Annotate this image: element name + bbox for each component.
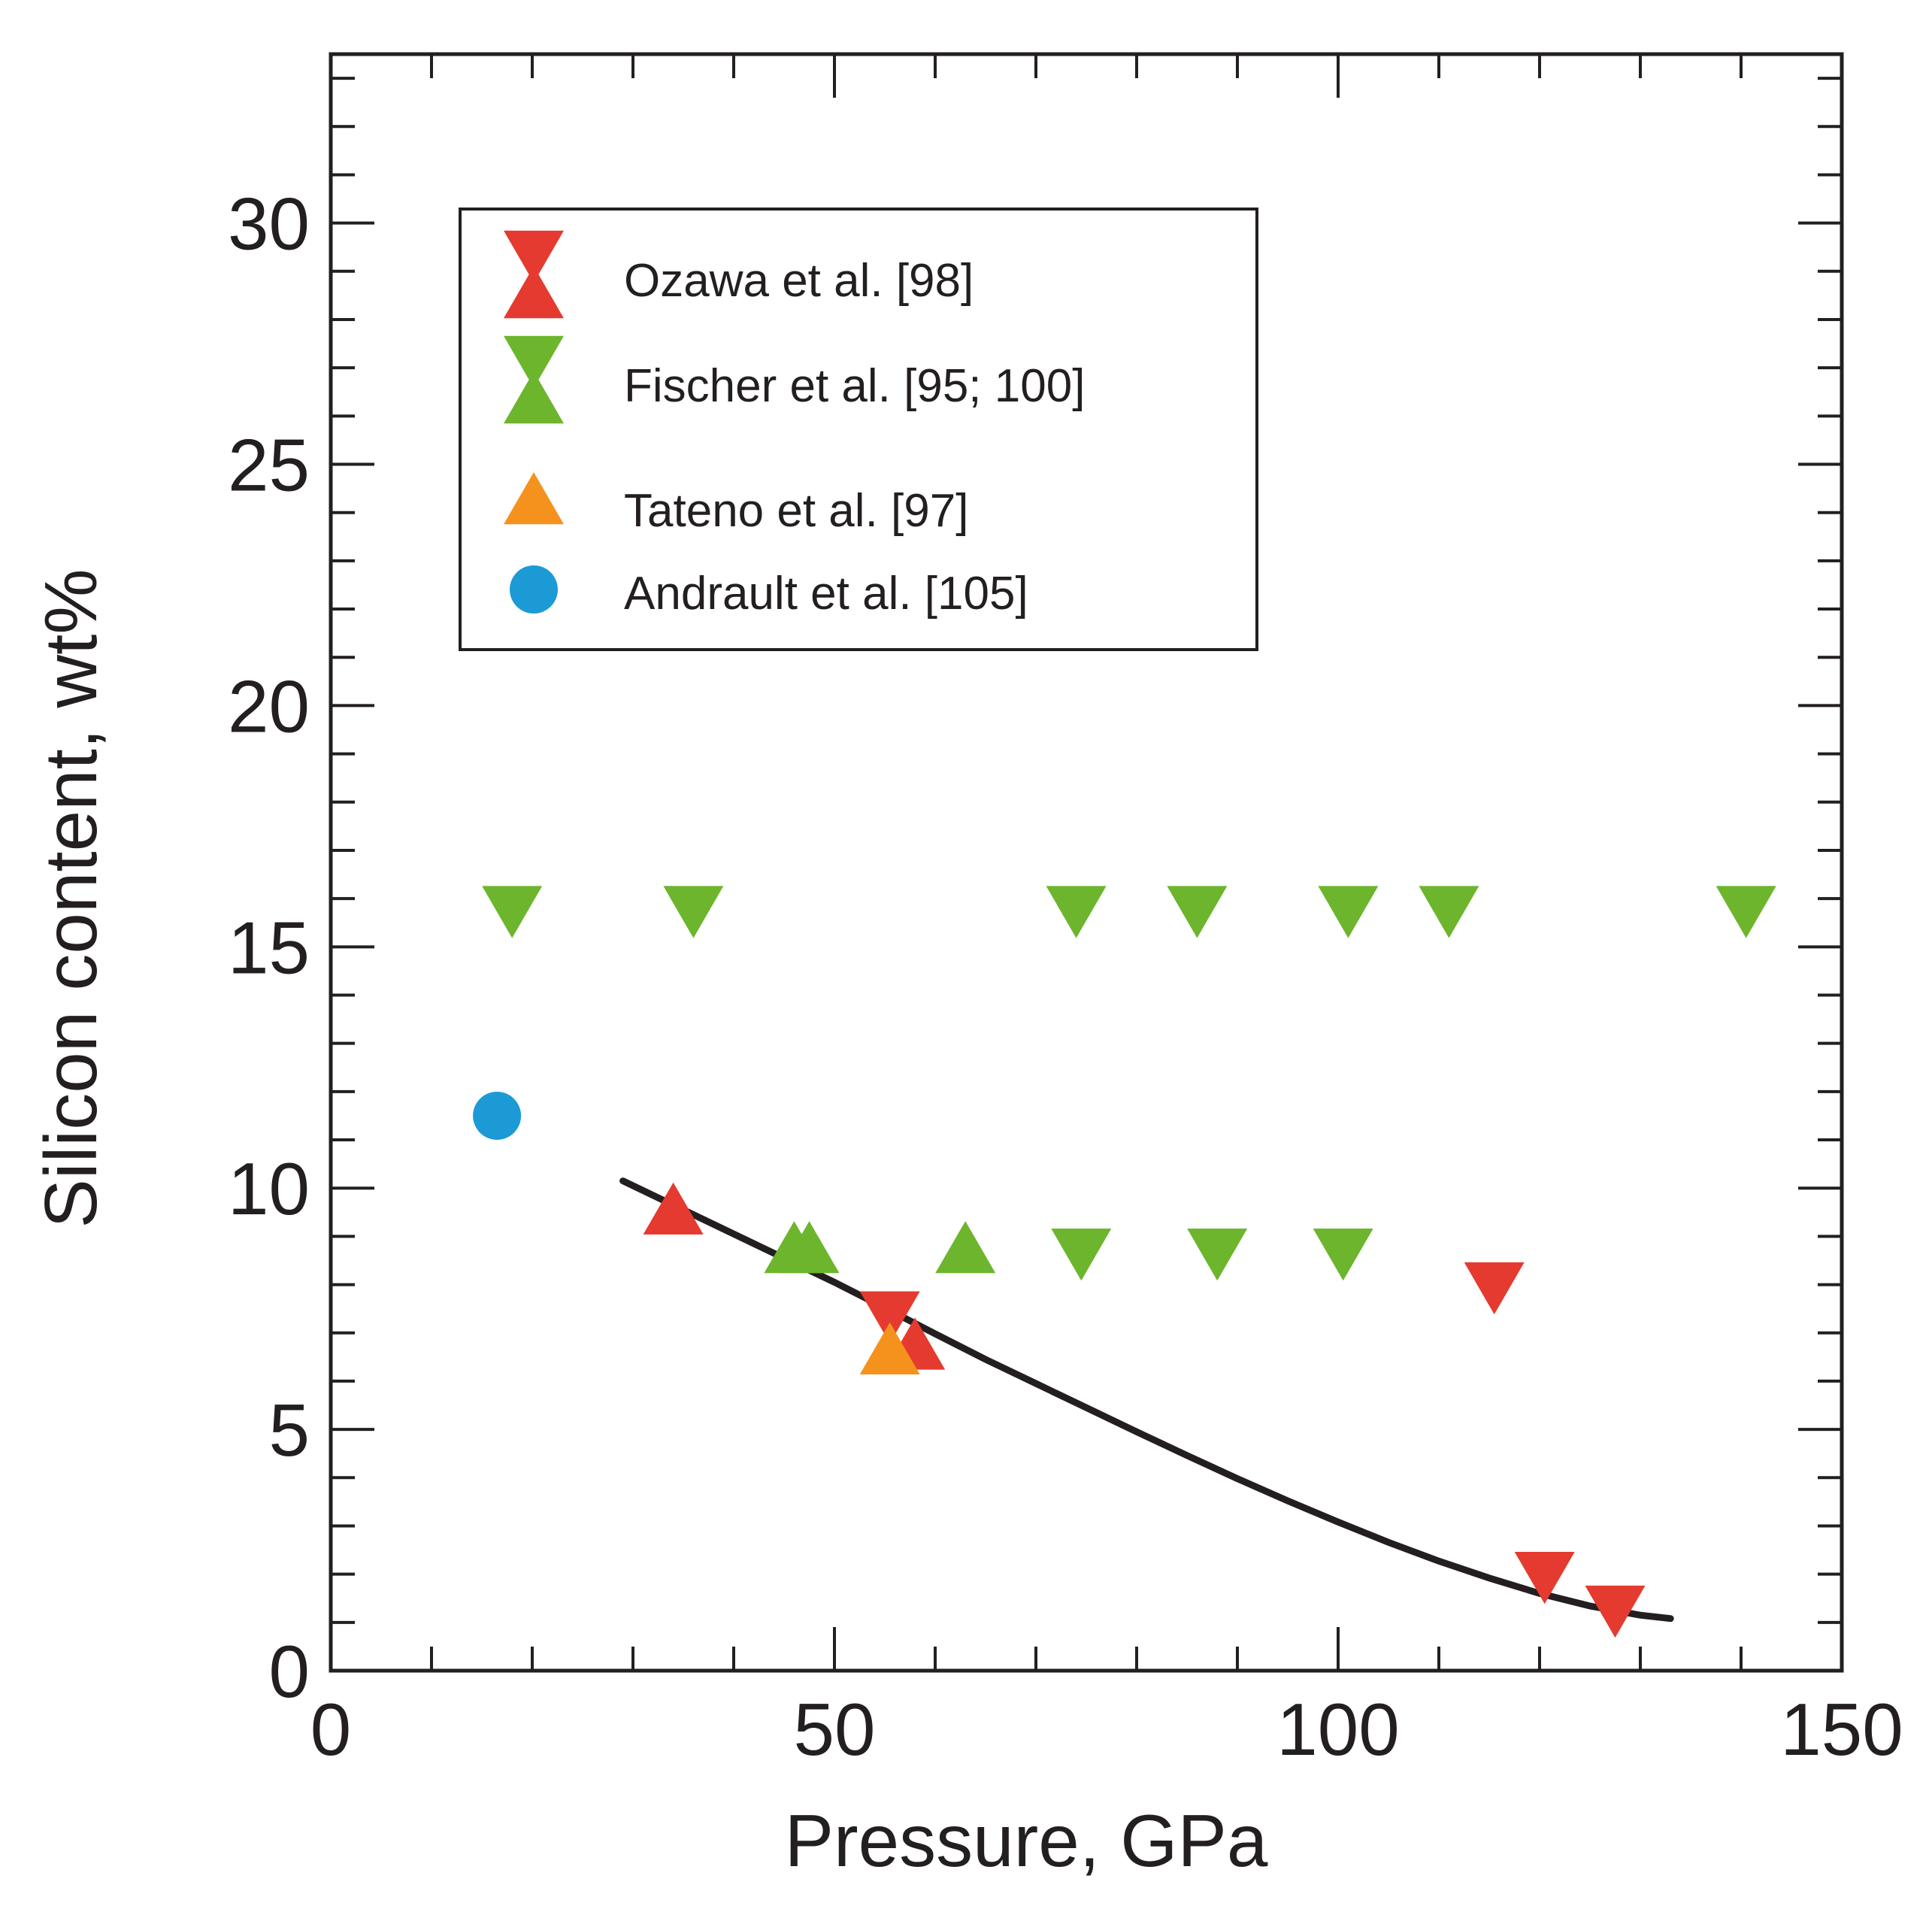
- data-point-triangle-up: [935, 1221, 996, 1274]
- data-point-triangle-down: [1318, 886, 1379, 938]
- legend-marker-triangle-up: [504, 472, 564, 525]
- data-point-triangle-down: [1585, 1585, 1646, 1638]
- data-point-triangle-down: [859, 1291, 920, 1344]
- data-point-triangle-down: [1514, 1552, 1575, 1604]
- y-tick-label: 25: [228, 424, 310, 507]
- axis-ticks: [329, 54, 1843, 1672]
- legend-box: [459, 208, 1258, 651]
- y-tick-label: 20: [228, 665, 310, 747]
- legend-marker-triangle-up: [504, 266, 564, 319]
- data-point-triangle-up: [643, 1182, 704, 1235]
- plot-area-border: [329, 52, 1844, 1673]
- legend-label: Andrault et al. [105]: [624, 568, 1028, 620]
- data-point-circle: [473, 1091, 522, 1140]
- legend-label: Ozawa et al. [98]: [624, 255, 974, 307]
- x-tick-label: 50: [793, 1688, 875, 1771]
- data-point-triangle-down: [482, 886, 543, 938]
- legend-marker-triangle-up: [504, 371, 564, 424]
- data-point-triangle-down: [1051, 1229, 1112, 1281]
- data-point-triangle-down: [1313, 1229, 1373, 1281]
- x-tick-label: 150: [1780, 1688, 1903, 1771]
- y-tick-label: 5: [268, 1389, 310, 1471]
- y-axis-title: Silicon content, wt%: [29, 569, 112, 1229]
- data-point-triangle-down: [1464, 1262, 1525, 1315]
- data-point-triangle-up: [779, 1221, 840, 1274]
- y-tick-label: 30: [228, 183, 310, 265]
- legend-marker-triangle-down: [504, 335, 564, 388]
- data-point-triangle-up: [859, 1322, 920, 1374]
- data-point-triangle-down: [1187, 1229, 1248, 1281]
- legend-label: Fischer et al. [95; 100]: [624, 360, 1085, 412]
- data-points: [473, 886, 1776, 1638]
- y-tick-label: 0: [268, 1630, 310, 1713]
- legend-marker-triangle-down: [504, 230, 564, 283]
- data-point-triangle-down: [1046, 886, 1107, 938]
- y-tick-label: 10: [228, 1147, 310, 1230]
- data-point-triangle-down: [663, 886, 724, 938]
- tick-labels: 0 50 100 150 0 5 10 15 20 25 30: [228, 183, 1903, 1771]
- legend: Ozawa et al. [98] Fischer et al. [95; 100…: [459, 208, 1258, 651]
- x-tick-label: 100: [1276, 1688, 1400, 1771]
- y-tick-label: 15: [228, 906, 310, 989]
- legend-label: Tateno et al. [97]: [624, 485, 968, 537]
- data-point-triangle-down: [1715, 886, 1776, 938]
- x-tick-label: 0: [310, 1688, 352, 1771]
- data-point-triangle-down: [1419, 886, 1479, 938]
- data-point-triangle-down: [1167, 886, 1228, 938]
- legend-marker-circle: [510, 565, 558, 614]
- plot-frame: [329, 52, 1844, 1673]
- x-axis-title: Pressure, GPa: [785, 1799, 1268, 1882]
